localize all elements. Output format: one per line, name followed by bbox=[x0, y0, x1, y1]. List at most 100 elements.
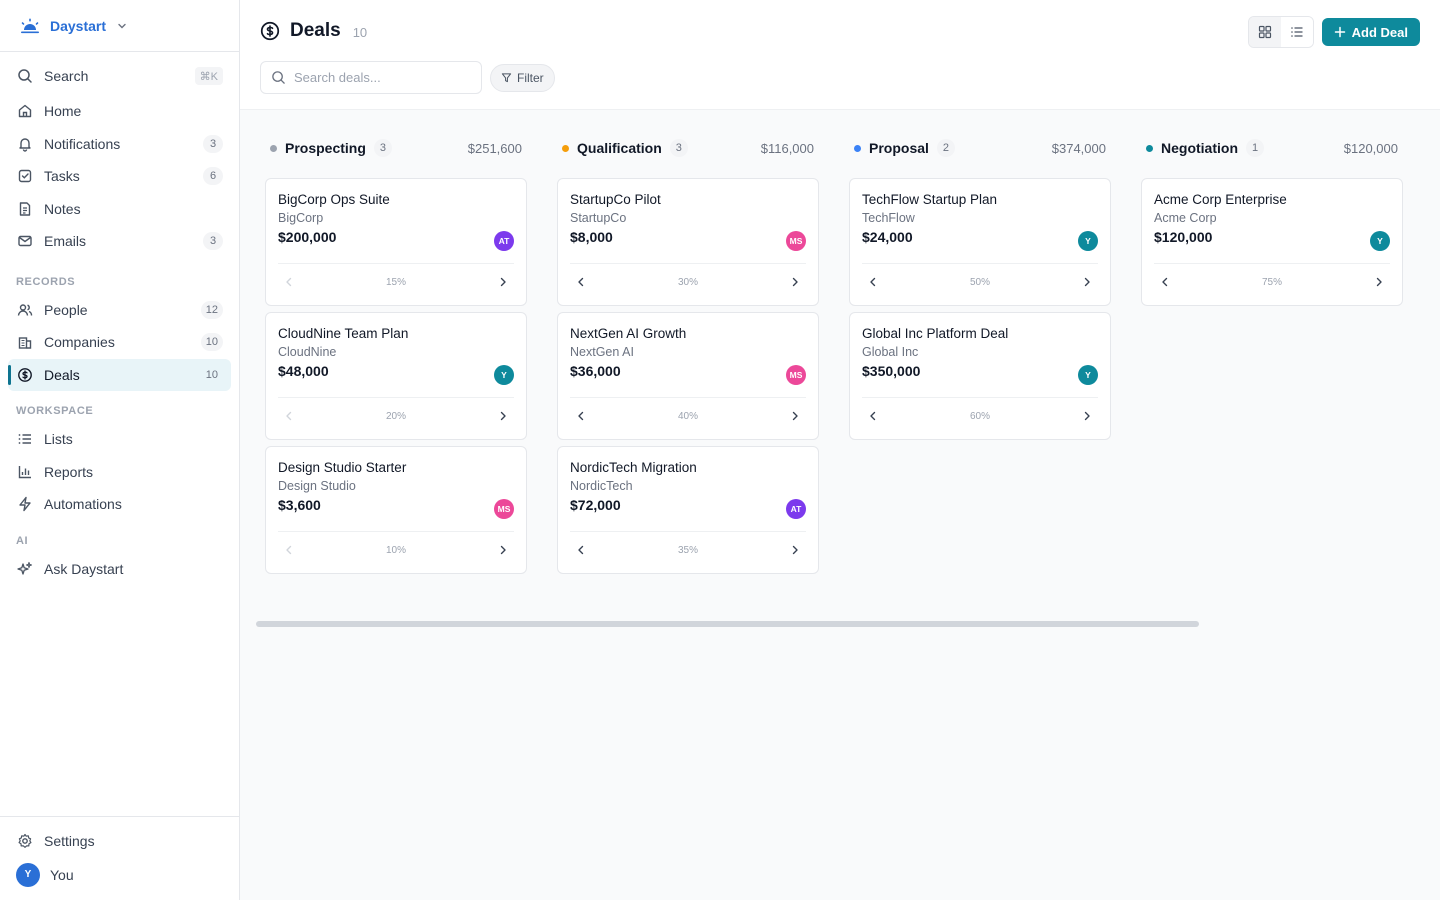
move-next-button[interactable] bbox=[492, 539, 514, 561]
sidebar-item-tasks[interactable]: Tasks 6 bbox=[8, 160, 231, 192]
move-next-button[interactable] bbox=[1076, 271, 1098, 293]
deal-title: BigCorp Ops Suite bbox=[278, 192, 390, 207]
move-prev-button[interactable] bbox=[570, 271, 592, 293]
move-next-button[interactable] bbox=[784, 405, 806, 427]
deal-title: Acme Corp Enterprise bbox=[1154, 192, 1287, 207]
move-prev-button[interactable] bbox=[570, 405, 592, 427]
stage-count: 3 bbox=[669, 139, 688, 157]
card-footer: 40% bbox=[570, 405, 806, 427]
brand-name: Daystart bbox=[50, 17, 107, 34]
page-title: Deals bbox=[290, 20, 341, 41]
sidebar-item-settings[interactable]: Settings bbox=[8, 825, 231, 857]
deal-title: NextGen AI Growth bbox=[570, 326, 687, 341]
deal-card[interactable]: Acme Corp Enterprise Acme Corp $120,000 … bbox=[1141, 178, 1403, 306]
board-view-button[interactable] bbox=[1248, 17, 1281, 47]
deal-card[interactable]: NextGen AI Growth NextGen AI $36,000 MS … bbox=[557, 312, 819, 440]
chevron-left-icon bbox=[576, 545, 586, 555]
move-prev-button[interactable] bbox=[278, 271, 300, 293]
sidebar-item-reports[interactable]: Reports bbox=[8, 456, 231, 488]
toolbar: Filter bbox=[260, 61, 555, 94]
stage-dot bbox=[270, 144, 277, 152]
pipeline-column-proposal: Proposal 2 $374,000 TechFlow Startup Pla… bbox=[848, 136, 1112, 580]
sidebar-item-emails[interactable]: Emails 3 bbox=[8, 225, 231, 257]
filter-icon bbox=[501, 72, 512, 83]
primary-nav: Search ⌘K Home Notifications 3 Tasks 6 bbox=[0, 52, 239, 258]
column-header: Qualification 3 $116,000 bbox=[556, 136, 820, 160]
move-next-button[interactable] bbox=[492, 405, 514, 427]
deal-probability: 15% bbox=[385, 276, 406, 288]
sidebar-item-label: People bbox=[44, 301, 88, 318]
mail-icon bbox=[16, 232, 34, 250]
move-next-button[interactable] bbox=[1076, 405, 1098, 427]
stage-name: Proposal bbox=[869, 140, 929, 156]
search-nav-item[interactable]: Search ⌘K bbox=[8, 60, 231, 92]
deal-title: NordicTech Migration bbox=[570, 460, 697, 475]
sidebar-item-notes[interactable]: Notes bbox=[8, 193, 231, 225]
stage-count: 1 bbox=[1246, 139, 1264, 157]
sidebar-item-ask-daystart[interactable]: Ask Daystart bbox=[8, 553, 231, 585]
deal-card[interactable]: Global Inc Platform Deal Global Inc $350… bbox=[849, 312, 1111, 440]
deal-card[interactable]: CloudNine Team Plan CloudNine $48,000 Y … bbox=[265, 312, 527, 440]
sidebar-item-deals[interactable]: Deals 10 bbox=[8, 358, 231, 391]
count-badge: 10 bbox=[205, 368, 218, 381]
chevron-right-icon bbox=[498, 277, 508, 287]
chevron-left-icon bbox=[868, 411, 878, 421]
deal-amount: $200,000 bbox=[278, 229, 337, 245]
deal-probability: 40% bbox=[677, 410, 698, 422]
owner-avatar: AT bbox=[494, 231, 514, 251]
header-actions: Add Deal bbox=[1247, 16, 1420, 48]
filter-button[interactable]: Filter bbox=[490, 63, 555, 92]
owner-avatar: Y bbox=[1078, 231, 1098, 251]
move-next-button[interactable] bbox=[492, 271, 514, 293]
move-prev-button[interactable] bbox=[570, 539, 592, 561]
move-prev-button[interactable] bbox=[862, 271, 884, 293]
deal-card[interactable]: NordicTech Migration NordicTech $72,000 … bbox=[557, 446, 819, 574]
search-input[interactable] bbox=[294, 70, 471, 85]
list-view-button[interactable] bbox=[1280, 17, 1313, 47]
move-prev-button[interactable] bbox=[1154, 271, 1176, 293]
move-prev-button[interactable] bbox=[862, 405, 884, 427]
workspace-switcher[interactable]: Daystart bbox=[0, 0, 239, 52]
document-icon bbox=[16, 200, 34, 218]
move-next-button[interactable] bbox=[1368, 271, 1390, 293]
horizontal-scrollbar[interactable] bbox=[256, 621, 1199, 627]
kanban-board: Prospecting 3 $251,600 BigCorp Ops Suite… bbox=[240, 110, 1440, 900]
owner-avatar: Y bbox=[1370, 231, 1390, 251]
move-prev-button[interactable] bbox=[278, 539, 300, 561]
move-next-button[interactable] bbox=[784, 539, 806, 561]
move-prev-button[interactable] bbox=[278, 405, 300, 427]
pipeline-column-negotiation: Negotiation 1 $120,000 Acme Corp Enterpr… bbox=[1140, 136, 1404, 580]
sidebar-item-home[interactable]: Home bbox=[8, 95, 231, 127]
deal-card[interactable]: TechFlow Startup Plan TechFlow $24,000 Y… bbox=[849, 178, 1111, 306]
sidebar-footer: Settings Y You bbox=[0, 816, 239, 900]
column-header: Prospecting 3 $251,600 bbox=[264, 136, 528, 160]
deal-card[interactable]: Design Studio Starter Design Studio $3,6… bbox=[265, 446, 527, 574]
chevron-left-icon bbox=[284, 545, 294, 555]
section-label-records: RECORDS bbox=[16, 275, 76, 288]
sidebar-item-notifications[interactable]: Notifications 3 bbox=[8, 128, 231, 160]
sidebar-item-automations[interactable]: Automations bbox=[8, 488, 231, 520]
pipeline-column-qualification: Qualification 3 $116,000 StartupCo Pilot… bbox=[556, 136, 820, 580]
sidebar-item-companies[interactable]: Companies 10 bbox=[8, 326, 231, 358]
bar-chart-icon bbox=[16, 463, 34, 481]
add-deal-button[interactable]: Add Deal bbox=[1321, 18, 1420, 46]
page-header: Deals 10 Add Deal bbox=[240, 0, 1440, 110]
kanban-columns: Prospecting 3 $251,600 BigCorp Ops Suite… bbox=[264, 136, 1416, 580]
deal-card[interactable]: BigCorp Ops Suite BigCorp $200,000 AT 15… bbox=[265, 178, 527, 306]
stage-total: $116,000 bbox=[760, 140, 814, 156]
sparkles-icon bbox=[16, 560, 34, 578]
owner-avatar: MS bbox=[786, 231, 806, 251]
search-nav-label: Search bbox=[44, 68, 89, 84]
card-footer: 35% bbox=[570, 539, 806, 561]
owner-avatar: MS bbox=[494, 499, 514, 519]
chevron-left-icon bbox=[1160, 277, 1170, 287]
sidebar-item-lists[interactable]: Lists bbox=[8, 423, 231, 455]
page-count: 10 bbox=[352, 24, 368, 40]
sidebar-item-people[interactable]: People 12 bbox=[8, 294, 231, 326]
pipeline-column-prospecting: Prospecting 3 $251,600 BigCorp Ops Suite… bbox=[264, 136, 528, 580]
sidebar: Daystart Search ⌘K Home Notifications 3 bbox=[0, 0, 240, 900]
chevron-right-icon bbox=[1374, 277, 1384, 287]
user-menu[interactable]: Y You bbox=[8, 858, 231, 892]
deal-card[interactable]: StartupCo Pilot StartupCo $8,000 MS 30% bbox=[557, 178, 819, 306]
move-next-button[interactable] bbox=[784, 271, 806, 293]
